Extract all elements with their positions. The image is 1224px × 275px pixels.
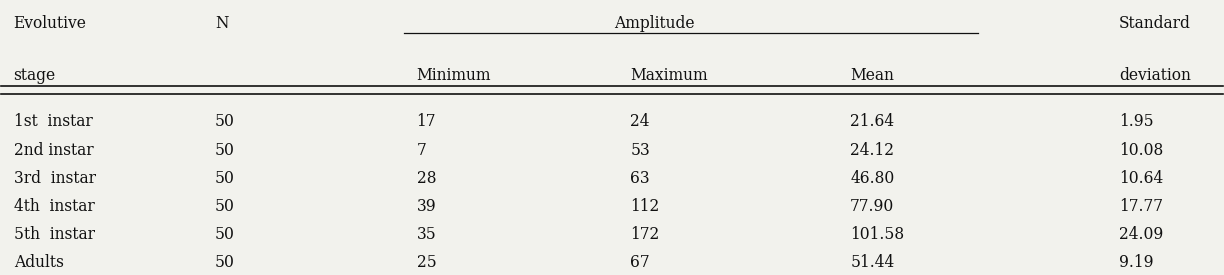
Text: 9.19: 9.19 — [1119, 254, 1153, 271]
Text: 17: 17 — [416, 114, 436, 130]
Text: 10.64: 10.64 — [1119, 169, 1163, 186]
Text: 1st  instar: 1st instar — [13, 114, 92, 130]
Text: 67: 67 — [630, 254, 650, 271]
Text: 51.44: 51.44 — [851, 254, 895, 271]
Text: 5th  instar: 5th instar — [13, 226, 94, 243]
Text: 50: 50 — [215, 142, 235, 158]
Text: Standard: Standard — [1119, 15, 1191, 32]
Text: N: N — [215, 15, 229, 32]
Text: 10.08: 10.08 — [1119, 142, 1163, 158]
Text: 24: 24 — [630, 114, 650, 130]
Text: 50: 50 — [215, 254, 235, 271]
Text: 63: 63 — [630, 169, 650, 186]
Text: 50: 50 — [215, 114, 235, 130]
Text: 112: 112 — [630, 197, 660, 214]
Text: Adults: Adults — [13, 254, 64, 271]
Text: Mean: Mean — [851, 67, 894, 84]
Text: 50: 50 — [215, 226, 235, 243]
Text: Amplitude: Amplitude — [614, 15, 695, 32]
Text: 46.80: 46.80 — [851, 169, 895, 186]
Text: 24.12: 24.12 — [851, 142, 895, 158]
Text: 4th  instar: 4th instar — [13, 197, 94, 214]
Text: Evolutive: Evolutive — [13, 15, 87, 32]
Text: Maximum: Maximum — [630, 67, 707, 84]
Text: deviation: deviation — [1119, 67, 1191, 84]
Text: 28: 28 — [416, 169, 436, 186]
Text: 3rd  instar: 3rd instar — [13, 169, 95, 186]
Text: 25: 25 — [416, 254, 436, 271]
Text: 35: 35 — [416, 226, 436, 243]
Text: stage: stage — [13, 67, 56, 84]
Text: 172: 172 — [630, 226, 660, 243]
Text: 24.09: 24.09 — [1119, 226, 1163, 243]
Text: 21.64: 21.64 — [851, 114, 895, 130]
Text: 1.95: 1.95 — [1119, 114, 1153, 130]
Text: 2nd instar: 2nd instar — [13, 142, 93, 158]
Text: 77.90: 77.90 — [851, 197, 895, 214]
Text: 101.58: 101.58 — [851, 226, 905, 243]
Text: 50: 50 — [215, 169, 235, 186]
Text: 53: 53 — [630, 142, 650, 158]
Text: 17.77: 17.77 — [1119, 197, 1163, 214]
Text: 50: 50 — [215, 197, 235, 214]
Text: 39: 39 — [416, 197, 436, 214]
Text: 7: 7 — [416, 142, 426, 158]
Text: Minimum: Minimum — [416, 67, 491, 84]
